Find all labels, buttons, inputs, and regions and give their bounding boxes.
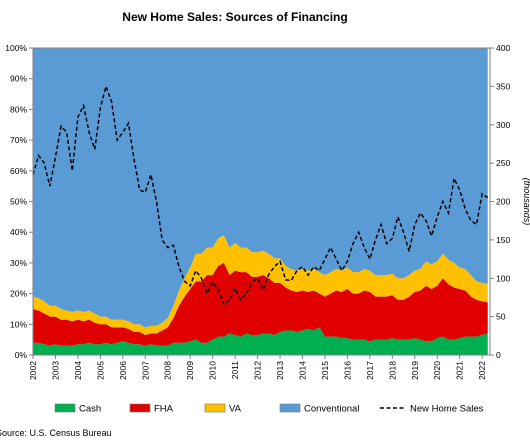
legend-swatch-conventional [279,403,301,413]
legend-label-fha: FHA [154,404,174,415]
x-tick-label: 2009 [185,361,195,380]
x-tick-label: 2021 [455,361,465,380]
y-left-tick-label: 50% [10,197,27,207]
source-note: Source: U.S. Census Bureau [0,428,112,438]
x-tick-label: 2007 [140,361,150,380]
y-left-tick-label: 80% [10,104,27,114]
y-right-tick-label: 150 [496,235,510,245]
y-left-tick-label: 20% [10,289,27,299]
area-conventional [33,48,488,328]
y-left-tick-label: 30% [10,258,27,268]
area-cash [33,327,488,355]
y-left-tick-label: 90% [10,74,27,84]
x-tick-label: 2020 [432,361,442,380]
y-right-tick-label: 250 [496,158,510,168]
y-left-tick-label: 100% [5,43,27,53]
area-va [33,235,488,336]
y-left-tick-label: 60% [10,166,27,176]
line-new-home-sales [32,83,489,306]
y-right-tick-label: 350 [496,81,510,91]
legend-label-new-home-sales: New Home Sales [410,404,484,415]
y-left-tick-label: 0% [15,350,28,360]
legend-label-conventional: Conventional [304,404,359,415]
plot-area [32,48,490,355]
y-right-tick-label: 100 [496,273,510,283]
x-tick-label: 2015 [320,361,330,380]
x-tick-label: 2017 [365,361,375,380]
y-left-tick-label: 10% [10,319,27,329]
x-tick-label: 2022 [477,361,487,380]
y-right-tick-label: 200 [496,197,510,207]
x-tick-label: 2012 [253,361,263,380]
x-tick-label: 2008 [163,361,173,380]
legend-label-cash: Cash [79,404,101,415]
area-fha [33,262,488,346]
y-left-tick-label: 70% [10,135,27,145]
x-tick-label: 2002 [28,361,38,380]
x-tick-label: 2011 [230,361,240,380]
x-tick-label: 2004 [73,361,83,380]
x-tick-label: 2014 [297,361,307,380]
y-right-tick-label: 400 [496,43,510,53]
legend-swatch-fha [129,403,151,413]
y-right-tick-label: 0 [496,350,501,360]
y-right-axis-label: (thousands) [522,178,530,226]
y-left-tick-label: 40% [10,227,27,237]
x-tick-label: 2005 [95,361,105,380]
x-tick-label: 2006 [118,361,128,380]
legend-swatch-cash [54,403,76,413]
x-tick-label: 2013 [275,361,285,380]
x-tick-label: 2018 [387,361,397,380]
x-tick-label: 2003 [50,361,60,380]
legend-swatch-va [204,403,226,413]
x-tick-label: 2016 [342,361,352,380]
chart-title: New Home Sales: Sources of Financing [122,10,348,24]
axes: 0% 10% 20% 30% 40% 50% 60% 70% 80% 90% 100% 0 50 100 1… [5,43,530,380]
y-right-tick-label: 50 [496,312,506,322]
x-tick-label: 2010 [208,361,218,380]
x-tick-label: 2019 [410,361,420,380]
legend-label-va: VA [229,404,242,415]
legend: Cash FHA VA Conventional New Home Sales [54,403,484,415]
y-right-tick-label: 300 [496,120,510,130]
